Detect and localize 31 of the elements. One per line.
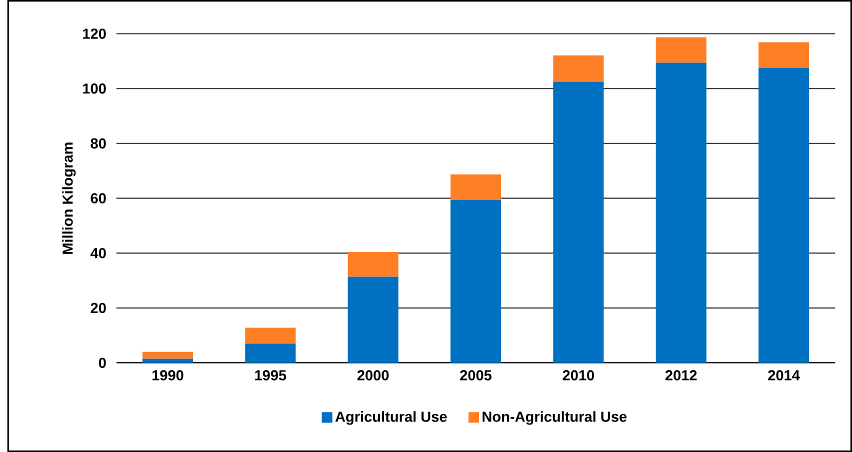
bar — [450, 174, 502, 200]
x-tick-label: 1990 — [152, 370, 184, 380]
y-tick-label: 40 — [90, 248, 106, 258]
bar — [245, 344, 296, 363]
y-tick-label: 60 — [90, 193, 106, 204]
bar — [758, 68, 810, 363]
x-tick-label: 2000 — [357, 370, 389, 380]
bar — [245, 328, 296, 344]
bar — [553, 82, 604, 363]
bar — [348, 252, 398, 277]
legend-label: Non-Agricultural Use — [482, 411, 627, 425]
bar — [553, 55, 604, 82]
bar — [758, 42, 810, 68]
bar — [142, 352, 194, 359]
bar — [348, 276, 398, 363]
legend-label: Agricultural Use — [335, 411, 447, 425]
y-axis-title: Million Kilogram — [62, 142, 76, 254]
x-tick-label: 2014 — [768, 370, 800, 380]
x-tick-label: 1995 — [255, 370, 286, 380]
y-tick-label: 20 — [90, 302, 106, 314]
x-tick-label: 2012 — [665, 370, 697, 380]
bar — [142, 358, 194, 363]
y-tick-label: 120 — [83, 28, 106, 39]
y-tick-label: 0 — [98, 358, 106, 368]
bar — [656, 62, 706, 363]
bar — [450, 200, 502, 363]
y-tick-label: 80 — [90, 138, 106, 149]
y-tick-label: 100 — [83, 83, 106, 94]
x-tick-label: 2005 — [460, 370, 492, 380]
bar — [656, 37, 706, 63]
x-tick-label: 2010 — [562, 370, 594, 380]
